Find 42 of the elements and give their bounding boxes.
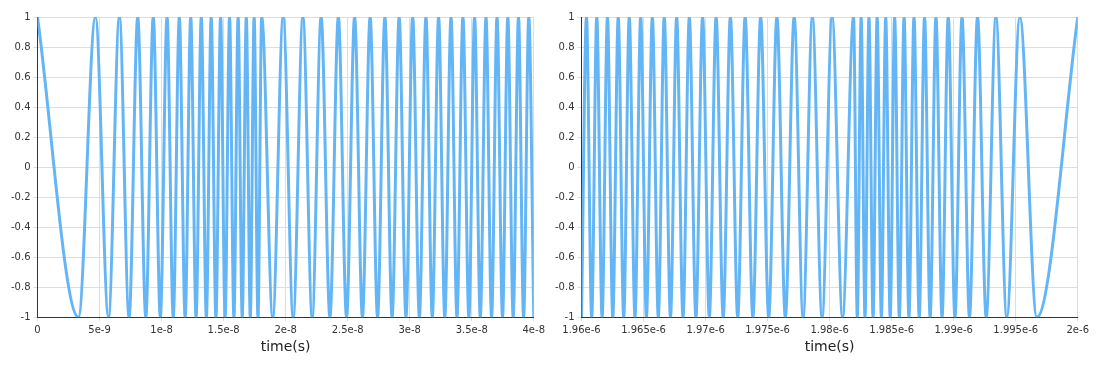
x-tick-label: 1.995e-6 [993, 323, 1039, 335]
y-tick-label: 0.6 [558, 70, 575, 82]
y-tick-label: 0.2 [558, 130, 575, 142]
x-axis-title: time(s) [260, 338, 311, 355]
x-tick-label: 3e-8 [398, 323, 421, 335]
x-tick-label: 1.96e-6 [562, 323, 601, 335]
x-tick-label: 5e-9 [88, 323, 111, 335]
y-tick-label: -0.4 [555, 220, 575, 232]
x-tick-label: 1.5e-8 [207, 323, 240, 335]
y-tick-label: -1 [564, 310, 575, 322]
y-tick-label: 0.4 [558, 100, 575, 112]
x-tick-label: 1.965e-6 [621, 323, 666, 335]
x-axis-title: time(s) [804, 338, 855, 355]
x-tick-label: 1.99e-6 [934, 323, 973, 335]
x-tick-label: 1.975e-6 [745, 323, 790, 335]
y-tick-label: -0.6 [555, 250, 575, 262]
x-tick-label: 2e-8 [274, 323, 297, 335]
y-tick-label: 0.8 [14, 40, 31, 52]
x-tick-label: 1e-8 [150, 323, 173, 335]
x-tick-label: 1.985e-6 [869, 323, 915, 335]
y-tick-label: 0.6 [14, 70, 31, 82]
y-tick-label: 0 [568, 160, 575, 172]
y-tick-label: -0.2 [11, 190, 31, 202]
y-tick-label: -0.2 [555, 190, 575, 202]
x-tick-label: 1.98e-6 [810, 323, 849, 335]
y-tick-label: 0.8 [558, 40, 575, 52]
y-tick-label: 0 [24, 160, 31, 172]
y-tick-label: 0.2 [14, 130, 31, 142]
y-tick-label: -0.8 [555, 280, 575, 292]
y-tick-label: -0.8 [11, 280, 31, 292]
y-tick-label: -0.4 [11, 220, 31, 232]
x-tick-label: 2.5e-8 [331, 323, 364, 335]
x-tick-label: 3.5e-8 [455, 323, 488, 335]
x-tick-label: 2e-6 [1066, 323, 1090, 335]
x-tick-label: 0 [34, 323, 41, 335]
x-tick-label: 4e-8 [522, 323, 546, 335]
y-tick-label: -1 [20, 310, 31, 322]
y-tick-label: 1 [568, 10, 575, 22]
x-tick-label: 1.97e-6 [686, 323, 725, 335]
y-tick-label: -0.6 [11, 250, 31, 262]
y-tick-label: 0.4 [14, 100, 31, 112]
y-tick-label: 1 [24, 10, 31, 22]
